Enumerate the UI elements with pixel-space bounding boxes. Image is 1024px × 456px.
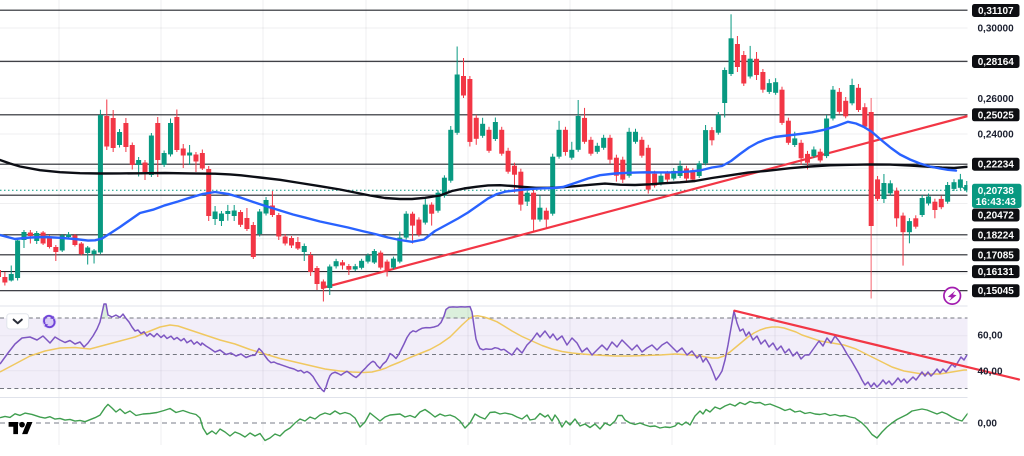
svg-text:0,31107: 0,31107 xyxy=(978,6,1014,17)
svg-text:0,18224: 0,18224 xyxy=(978,230,1015,241)
svg-text:40,00: 40,00 xyxy=(978,367,1003,378)
svg-text:16:43:43: 16:43:43 xyxy=(976,197,1016,208)
svg-text:0,24000: 0,24000 xyxy=(978,130,1015,141)
svg-text:0,16131: 0,16131 xyxy=(978,267,1015,278)
svg-text:0,28164: 0,28164 xyxy=(978,57,1015,68)
svg-text:0,25025: 0,25025 xyxy=(978,110,1015,121)
svg-text:0,22234: 0,22234 xyxy=(978,160,1015,171)
svg-text:0,00: 0,00 xyxy=(978,419,998,430)
svg-text:0,15045: 0,15045 xyxy=(978,286,1015,297)
svg-text:0,30000: 0,30000 xyxy=(978,24,1015,35)
svg-text:0,26000: 0,26000 xyxy=(978,94,1015,105)
svg-text:0,17085: 0,17085 xyxy=(978,250,1015,261)
svg-text:60,00: 60,00 xyxy=(978,331,1003,342)
svg-text:0,20738: 0,20738 xyxy=(978,186,1015,197)
svg-text:0,20472: 0,20472 xyxy=(978,211,1015,222)
